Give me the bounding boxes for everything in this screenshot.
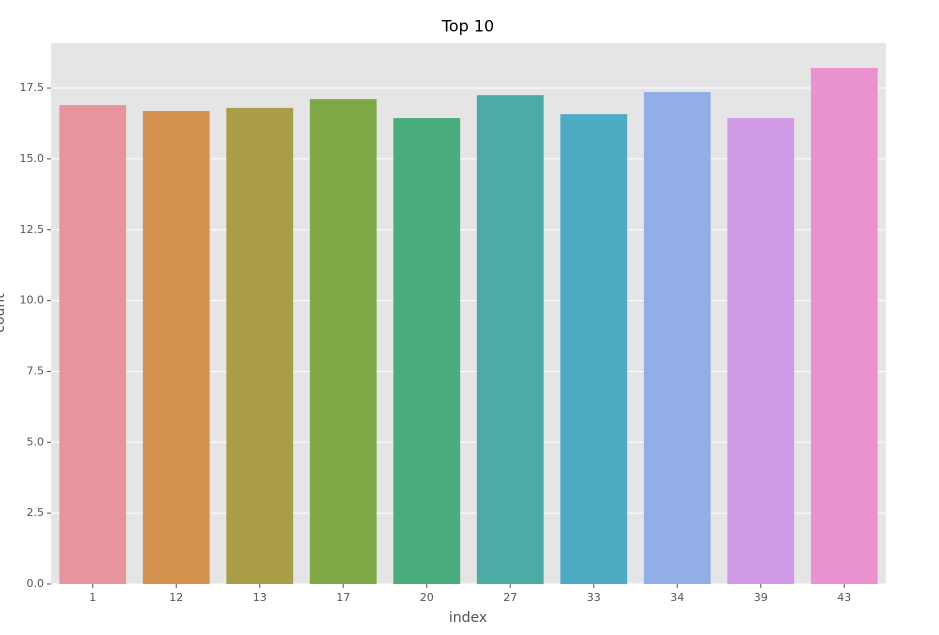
bar (309, 99, 377, 585)
bar (142, 111, 210, 585)
y-tick-label: 10.0 (20, 294, 45, 307)
x-tick-label: 17 (336, 591, 350, 604)
bar (560, 114, 628, 584)
chart-title: Top 10 (441, 17, 494, 36)
y-tick-label: 5.0 (27, 435, 45, 448)
x-tick-label: 33 (587, 591, 601, 604)
x-tick-label: 20 (420, 591, 434, 604)
x-tick-label: 43 (837, 591, 851, 604)
bar (393, 118, 461, 585)
x-tick-label: 34 (670, 591, 684, 604)
x-tick-label: 1 (89, 591, 96, 604)
y-tick-label: 0.0 (27, 577, 45, 590)
x-axis-label: index (449, 610, 487, 626)
y-tick-label: 2.5 (27, 506, 45, 519)
bar (476, 95, 544, 584)
y-tick-label: 12.5 (20, 223, 45, 236)
bar (727, 118, 795, 585)
bar (810, 67, 878, 584)
y-tick-label: 15.0 (20, 152, 45, 165)
x-tick-label: 39 (754, 591, 768, 604)
x-tick-label: 27 (503, 591, 517, 604)
y-tick-label: 7.5 (27, 364, 45, 377)
y-axis-label: count (0, 293, 8, 333)
bar (226, 107, 294, 584)
bar (643, 92, 711, 585)
x-tick-label: 13 (253, 591, 267, 604)
bar (59, 105, 127, 584)
y-tick-label: 17.5 (20, 81, 45, 94)
x-tick-label: 12 (169, 591, 183, 604)
